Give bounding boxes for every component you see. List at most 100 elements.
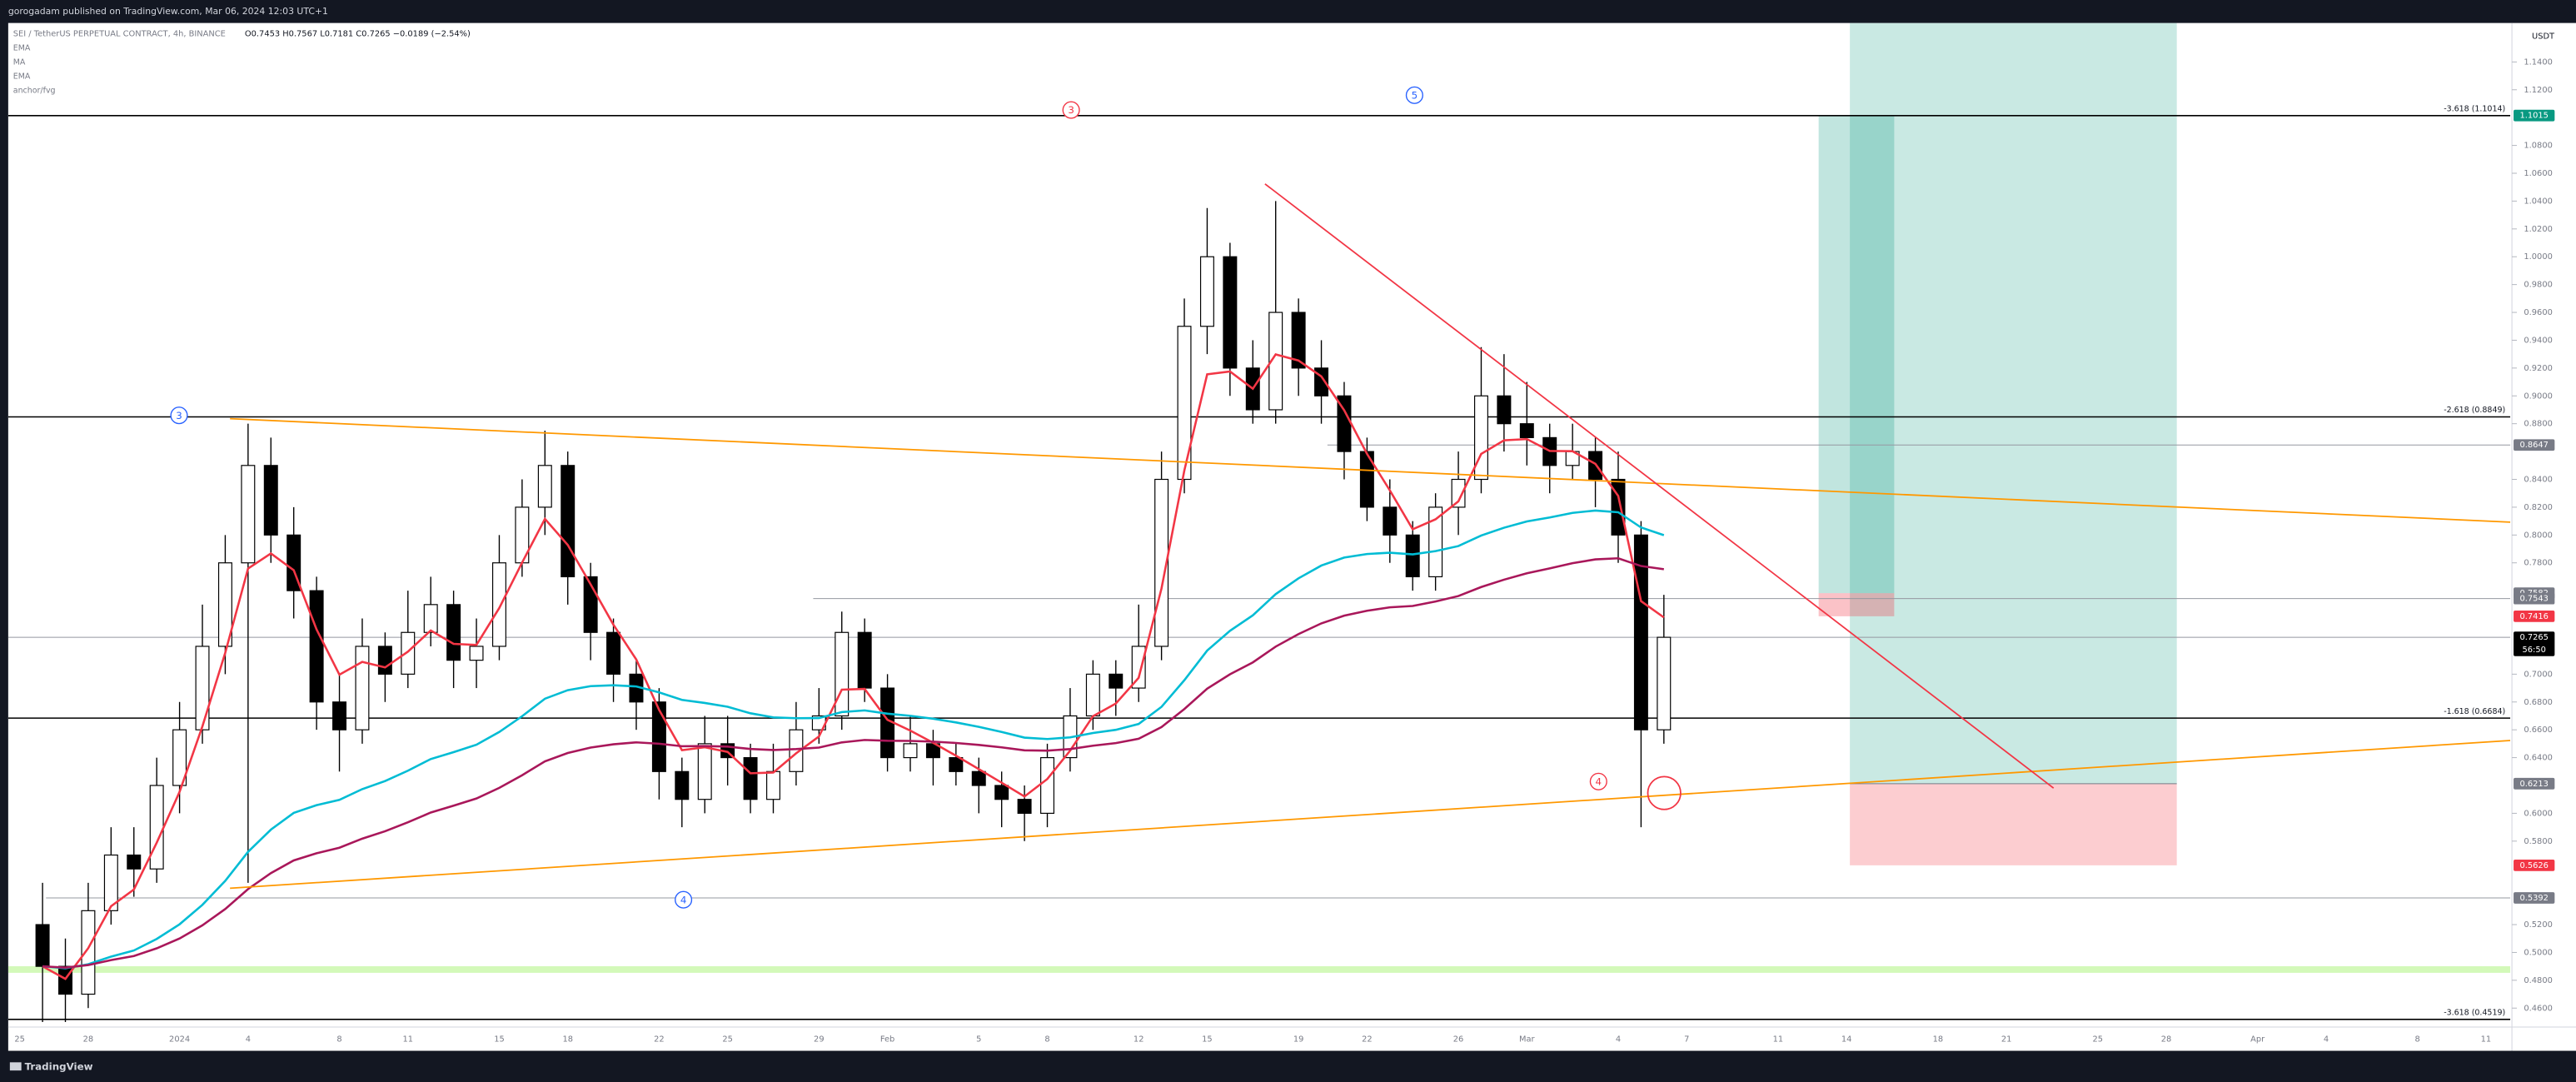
x-tick-label: 5 — [976, 1035, 981, 1045]
plot: 3 5 3 4 4 — [7, 22, 2511, 1022]
price-badge — [2514, 610, 2555, 622]
chart-background — [7, 22, 2576, 1051]
y-tick-label: 0.9000 — [2524, 391, 2552, 401]
price-badge — [2514, 859, 2555, 871]
candle-body — [81, 910, 96, 995]
candle-body — [217, 562, 232, 647]
candle-body — [697, 743, 712, 800]
legend-indicator: MA — [13, 58, 26, 67]
y-tick-label: 0.8000 — [2524, 531, 2552, 540]
x-tick-label: 11 — [2481, 1035, 2492, 1045]
candle-body — [606, 631, 621, 675]
x-tick-label: 15 — [494, 1035, 505, 1045]
x-tick-label: 22 — [1362, 1035, 1373, 1045]
y-tick-label: 1.1200 — [2524, 86, 2552, 95]
price-badge — [2514, 892, 2555, 904]
price-badge — [2514, 439, 2555, 451]
legend-symbol: SEI / TetherUS PERPETUAL CONTRACT, 4h, B… — [13, 29, 226, 38]
legend-quote: O0.7453 H0.7567 L0.7181 C0.7265 −0.0189 … — [245, 29, 471, 38]
candle-body — [127, 854, 142, 870]
candle-body — [1657, 636, 1672, 730]
y-tick-label: 0.4600 — [2524, 1004, 2552, 1013]
candle-body — [1268, 312, 1283, 411]
y-tick-label: 0.9200 — [2524, 364, 2552, 373]
x-tick-label: 25 — [14, 1035, 25, 1045]
price-badge-label: 0.8647 — [2519, 441, 2548, 450]
x-tick-label: Feb — [880, 1035, 894, 1045]
x-tick-label: 26 — [1453, 1035, 1464, 1045]
candle-body — [537, 465, 552, 508]
x-tick-label: Apr — [2250, 1035, 2265, 1045]
y-tick-label: 0.7000 — [2524, 670, 2552, 679]
x-tick-label: 19 — [1293, 1035, 1304, 1045]
legend-indicator: EMA — [13, 72, 31, 82]
candle-body — [766, 770, 780, 800]
y-tick-label: 0.6800 — [2524, 698, 2552, 707]
x-tick-label: 8 — [336, 1035, 341, 1045]
overlay: 1.10150.86470.75820.75430.74160.726556:5… — [2514, 109, 2555, 904]
price-badge-label: 1.1015 — [2519, 112, 2548, 121]
wave-marker — [1589, 772, 1607, 790]
candle-body — [401, 631, 416, 675]
x-tick-label: 25 — [2093, 1035, 2104, 1045]
x-tick-label: 8 — [2415, 1035, 2420, 1045]
candle-body — [1109, 673, 1124, 689]
y-tick-label: 0.9800 — [2524, 281, 2552, 290]
x-tick-label: 18 — [1933, 1035, 1944, 1045]
fib-level-label: -3.618 (0.4519) — [2444, 1008, 2505, 1017]
wave-marker — [1405, 86, 1423, 104]
candle-body — [195, 646, 210, 730]
target-zone — [1818, 115, 1895, 594]
x-tick-label: 22 — [654, 1035, 665, 1045]
candle-body — [241, 465, 256, 564]
y-tick-label: 0.7800 — [2524, 559, 2552, 568]
candle-body — [355, 646, 370, 730]
candle-body — [1519, 423, 1534, 438]
target-zone — [1850, 22, 2177, 784]
candle-body — [1017, 799, 1032, 814]
y-tick-label: 0.6000 — [2524, 809, 2552, 818]
x-tick-label: Mar — [1519, 1035, 1536, 1045]
y-tick-label: 0.8200 — [2524, 503, 2552, 512]
candle-body — [1497, 395, 1512, 425]
moving-average — [42, 352, 1665, 980]
trend-line — [230, 417, 2511, 523]
candle-body — [149, 785, 164, 870]
y-tick-label: 1.0400 — [2524, 197, 2552, 206]
price-badge-label: 0.6213 — [2519, 780, 2548, 789]
x-tick-label: 12 — [1134, 1035, 1144, 1045]
stop-zone — [1850, 783, 2177, 865]
candle-body — [1040, 756, 1054, 814]
candle-body — [949, 756, 964, 772]
candle-body — [903, 743, 918, 759]
y-tick-label: 0.9400 — [2524, 336, 2552, 345]
y-tick-label: 0.5200 — [2524, 920, 2552, 930]
x-tick-label: 11 — [1773, 1035, 1784, 1045]
moving-average — [42, 556, 1665, 969]
price-badge — [2514, 109, 2555, 122]
currency: USDT — [2532, 32, 2555, 41]
y-tick-label: 1.0800 — [2524, 142, 2552, 151]
candle-body — [1085, 673, 1100, 717]
y-tick-label: 1.0600 — [2524, 169, 2552, 178]
stop-zone — [1818, 593, 1895, 616]
candle-body — [469, 646, 484, 661]
y-tick-label: 0.4800 — [2524, 976, 2552, 985]
candle-body — [423, 604, 438, 633]
x-tick-label: 15 — [1202, 1035, 1213, 1045]
brand: TradingView — [9, 1061, 93, 1073]
trend-line — [1264, 183, 2055, 789]
candle-body — [1451, 478, 1466, 508]
countdown: 56:50 — [2523, 646, 2546, 655]
candle-body — [1405, 534, 1420, 578]
price-badge-label: 0.7543 — [2519, 595, 2548, 604]
y-tick-label: 0.6400 — [2524, 754, 2552, 763]
candle-body — [651, 701, 666, 772]
y-tick-label: 1.0200 — [2524, 225, 2552, 234]
x-tick-label: 11 — [403, 1035, 414, 1045]
candle-body — [309, 590, 324, 703]
candle-body — [789, 729, 804, 772]
candle-body — [1199, 256, 1214, 327]
